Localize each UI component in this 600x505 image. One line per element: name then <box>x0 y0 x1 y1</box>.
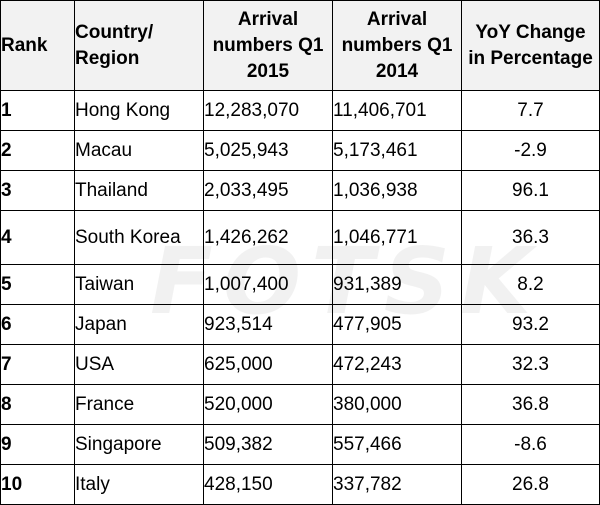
yoy-cell: 96.1 <box>461 170 600 211</box>
rank-cell: 9 <box>0 424 75 465</box>
rank-cell: 10 <box>0 464 75 505</box>
arrivals-2014-cell: 557,466 <box>332 424 462 465</box>
country-cell: Macau <box>74 130 204 171</box>
table-row: 7 USA 625,000 472,243 32.3 <box>0 344 600 385</box>
rank-cell: 8 <box>0 384 75 425</box>
yoy-cell: 93.2 <box>461 304 600 345</box>
arrivals-2014-cell: 931,389 <box>332 264 462 305</box>
arrivals-2015-cell: 5,025,943 <box>203 130 333 171</box>
table-row: 8 France 520,000 380,000 36.8 <box>0 384 600 425</box>
header-arrivals-q1-2014: Arrival numbers Q1 2014 <box>332 0 462 91</box>
yoy-cell: 36.8 <box>461 384 600 425</box>
table-row: 9 Singapore 509,382 557,466 -8.6 <box>0 424 600 465</box>
table-row: 4 South Korea 1,426,262 1,046,771 36.3 <box>0 210 600 265</box>
table-row: 1 Hong Kong 12,283,070 11,406,701 7.7 <box>0 90 600 131</box>
rank-cell: 4 <box>0 210 75 265</box>
country-cell: Singapore <box>74 424 204 465</box>
country-cell: France <box>74 384 204 425</box>
rank-cell: 7 <box>0 344 75 385</box>
country-cell: Hong Kong <box>74 90 204 131</box>
yoy-cell: -2.9 <box>461 130 600 171</box>
arrivals-2015-cell: 2,033,495 <box>203 170 333 211</box>
rank-cell: 2 <box>0 130 75 171</box>
arrivals-2015-cell: 1,007,400 <box>203 264 333 305</box>
arrivals-2015-cell: 625,000 <box>203 344 333 385</box>
arrivals-2014-cell: 337,782 <box>332 464 462 505</box>
header-rank: Rank <box>0 0 75 91</box>
yoy-cell: -8.6 <box>461 424 600 465</box>
header-yoy-change: YoY Change in Percentage <box>461 0 600 91</box>
yoy-cell: 8.2 <box>461 264 600 305</box>
table-row: 3 Thailand 2,033,495 1,036,938 96.1 <box>0 170 600 211</box>
arrivals-2014-cell: 5,173,461 <box>332 130 462 171</box>
rank-cell: 6 <box>0 304 75 345</box>
country-cell: USA <box>74 344 204 385</box>
header-row: Rank Country/ Region Arrival numbers Q1 … <box>0 0 600 91</box>
country-cell: Taiwan <box>74 264 204 305</box>
header-arrivals-q1-2015: Arrival numbers Q1 2015 <box>203 0 333 91</box>
table-header: Rank Country/ Region Arrival numbers Q1 … <box>0 0 600 91</box>
arrivals-2014-cell: 472,243 <box>332 344 462 385</box>
arrivals-2015-cell: 1,426,262 <box>203 210 333 265</box>
yoy-cell: 26.8 <box>461 464 600 505</box>
country-cell: Italy <box>74 464 204 505</box>
arrivals-2014-cell: 11,406,701 <box>332 90 462 131</box>
arrivals-2015-cell: 428,150 <box>203 464 333 505</box>
arrivals-2014-cell: 1,036,938 <box>332 170 462 211</box>
table-row: 2 Macau 5,025,943 5,173,461 -2.9 <box>0 130 600 171</box>
arrivals-2014-cell: 477,905 <box>332 304 462 345</box>
table-row: 10 Italy 428,150 337,782 26.8 <box>0 464 600 505</box>
table-row: 6 Japan 923,514 477,905 93.2 <box>0 304 600 345</box>
yoy-cell: 32.3 <box>461 344 600 385</box>
rank-cell: 1 <box>0 90 75 131</box>
table-row: 5 Taiwan 1,007,400 931,389 8.2 <box>0 264 600 305</box>
country-cell: Japan <box>74 304 204 345</box>
arrivals-2015-cell: 509,382 <box>203 424 333 465</box>
country-cell: South Korea <box>74 210 204 265</box>
arrivals-2015-cell: 12,283,070 <box>203 90 333 131</box>
yoy-cell: 36.3 <box>461 210 600 265</box>
rank-cell: 5 <box>0 264 75 305</box>
yoy-cell: 7.7 <box>461 90 600 131</box>
arrivals-2014-cell: 380,000 <box>332 384 462 425</box>
arrivals-2014-cell: 1,046,771 <box>332 210 462 265</box>
arrivals-2015-cell: 520,000 <box>203 384 333 425</box>
country-cell: Thailand <box>74 170 204 211</box>
rank-cell: 3 <box>0 170 75 211</box>
arrivals-2015-cell: 923,514 <box>203 304 333 345</box>
header-country-region: Country/ Region <box>74 0 204 91</box>
table-body: 1 Hong Kong 12,283,070 11,406,701 7.7 2 … <box>0 90 600 505</box>
